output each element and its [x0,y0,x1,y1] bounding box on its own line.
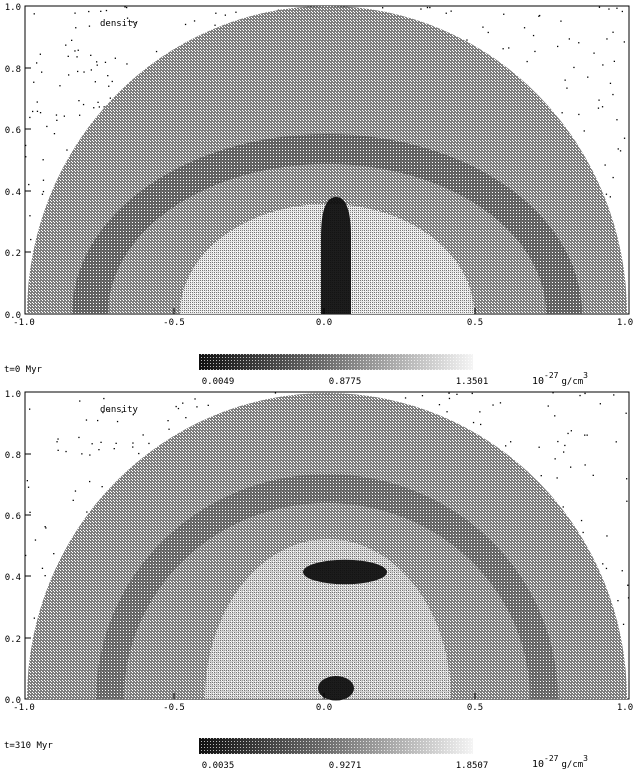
panel-top: density -1.0 -0.5 0.0 0.5 1.0 0.0 0.2 0.… [4,3,633,387]
x-tick-label: -0.5 [163,703,185,713]
field-label: density [100,19,139,29]
y-tick-label: 0.6 [5,512,21,522]
x-tick-label: 0.0 [316,703,332,713]
x-ticks: -1.0 -0.5 0.0 0.5 1.0 [13,703,633,713]
y-tick-label: 0.4 [5,573,21,583]
y-ticks: 0.0 0.2 0.4 0.6 0.8 1.0 [5,3,21,321]
tick-marks [25,453,476,699]
colorbar-min: 0.0035 [202,761,235,771]
colorbar: 0.0049 0.8775 1.3501 10-27g/cm3 [199,354,588,387]
dense-cap [303,559,387,585]
colorbar-max: 1.3501 [456,377,489,387]
dense-shell [72,134,582,314]
y-tick-label: 0.2 [5,249,21,259]
colorbar: 0.0035 0.9271 1.8507 10-27g/cm3 [199,738,588,771]
time-label: t=0 Myr [4,365,43,375]
y-tick-label: 0.2 [5,635,21,645]
x-tick-label: -1.0 [13,318,35,328]
x-tick-label: 0.0 [316,318,332,328]
x-tick-label: 1.0 [617,703,633,713]
colorbar-unit: 10-27g/cm3 [532,371,588,387]
y-tick-label: 0.4 [5,188,21,198]
x-tick-label: -0.5 [163,318,185,328]
y-tick-label: 1.0 [5,3,21,13]
blob-layer [321,196,351,314]
colorbar-unit: 10-27g/cm3 [532,754,588,770]
panel-bottom: density -1.0 -0.5 0.0 0.5 1.0 0.0 0.2 0.… [4,390,633,771]
y-tick-label: 0.8 [5,451,21,461]
dense-column [321,196,351,314]
colorbar-max: 1.8507 [456,761,489,771]
sky-noise [25,6,626,241]
x-tick-label: 0.5 [467,703,483,713]
dense-knot [318,676,354,701]
y-ticks: 0.0 0.2 0.4 0.6 0.8 1.0 [5,390,21,706]
y-tick-label: 0.8 [5,65,21,75]
colorbar-mid: 0.9271 [329,761,362,771]
x-tick-label: 0.5 [467,318,483,328]
x-tick-label: -1.0 [13,703,35,713]
blob-layer [303,559,387,701]
dense-shell [96,474,558,699]
x-ticks: -1.0 -0.5 0.0 0.5 1.0 [13,318,633,328]
y-tick-label: 0.6 [5,126,21,136]
y-tick-label: 0.0 [5,696,21,706]
colorbar-mid: 0.8775 [329,377,362,387]
x-tick-label: 1.0 [617,318,633,328]
time-label: t=310 Myr [4,741,53,751]
y-tick-label: 0.0 [5,311,21,321]
field-label: density [100,405,139,415]
sky-noise [25,392,630,625]
y-tick-label: 1.0 [5,390,21,400]
tick-marks [25,67,476,314]
inner-cavity [205,539,451,699]
colorbar-min: 0.0049 [202,377,235,387]
